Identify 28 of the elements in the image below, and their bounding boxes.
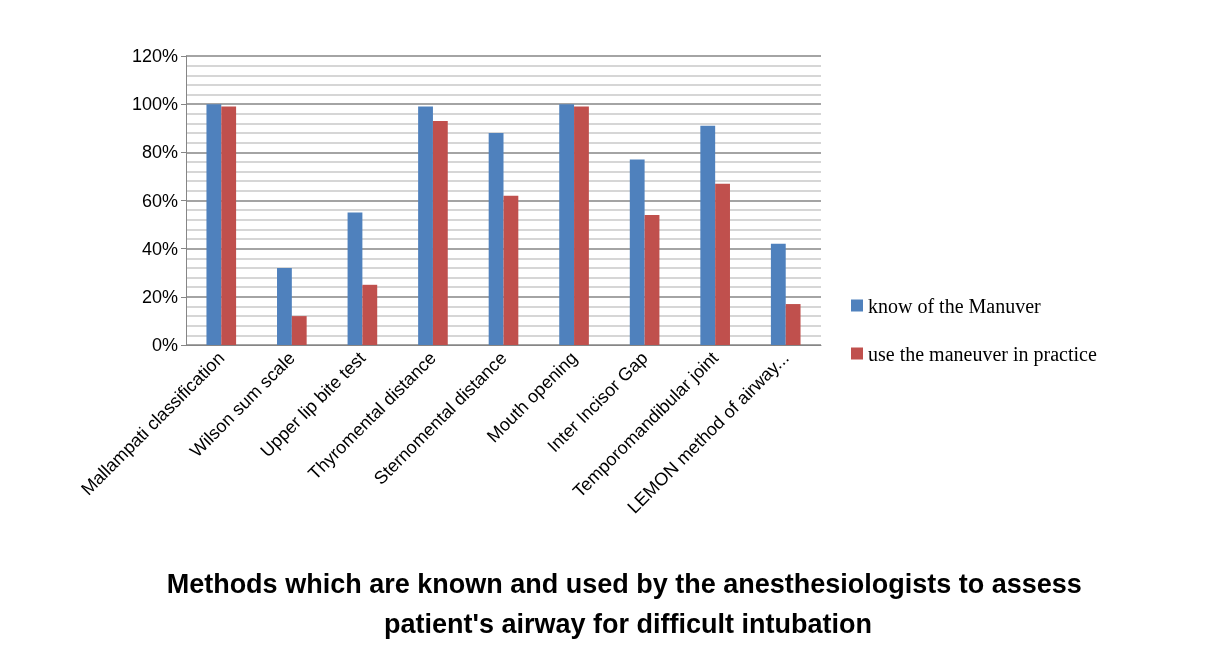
bar: [362, 284, 378, 345]
bar: [221, 106, 237, 345]
bar: [488, 133, 504, 345]
bar: [291, 316, 307, 345]
bar: [503, 195, 519, 345]
legend-label: use the maneuver in practice: [868, 342, 1097, 366]
bar: [770, 243, 786, 345]
y-tick-label: 120%: [131, 46, 178, 66]
bar: [559, 104, 575, 345]
y-tick-label: 40%: [141, 238, 178, 259]
bar: [206, 104, 222, 345]
bar: [785, 304, 801, 345]
bar: [629, 159, 645, 345]
bar: [347, 212, 363, 345]
legend-label: know of the Manuver: [868, 294, 1042, 317]
bar: [574, 106, 589, 345]
bar: [277, 267, 292, 345]
bar: [700, 125, 716, 345]
y-tick-label: 20%: [141, 286, 178, 307]
y-tick-label: 80%: [141, 142, 178, 163]
text: Methods which are known and used by the anesthesiologists to assess patient's airway for difficult intubation: [166, 569, 1090, 639]
y-tick-label: 100%: [131, 94, 178, 115]
y-tick-label: 60%: [141, 190, 178, 211]
bar: [715, 183, 730, 345]
bar: [418, 106, 433, 345]
bar: [432, 121, 448, 345]
bar: [644, 214, 660, 345]
y-tick-label: 0%: [151, 335, 178, 355]
